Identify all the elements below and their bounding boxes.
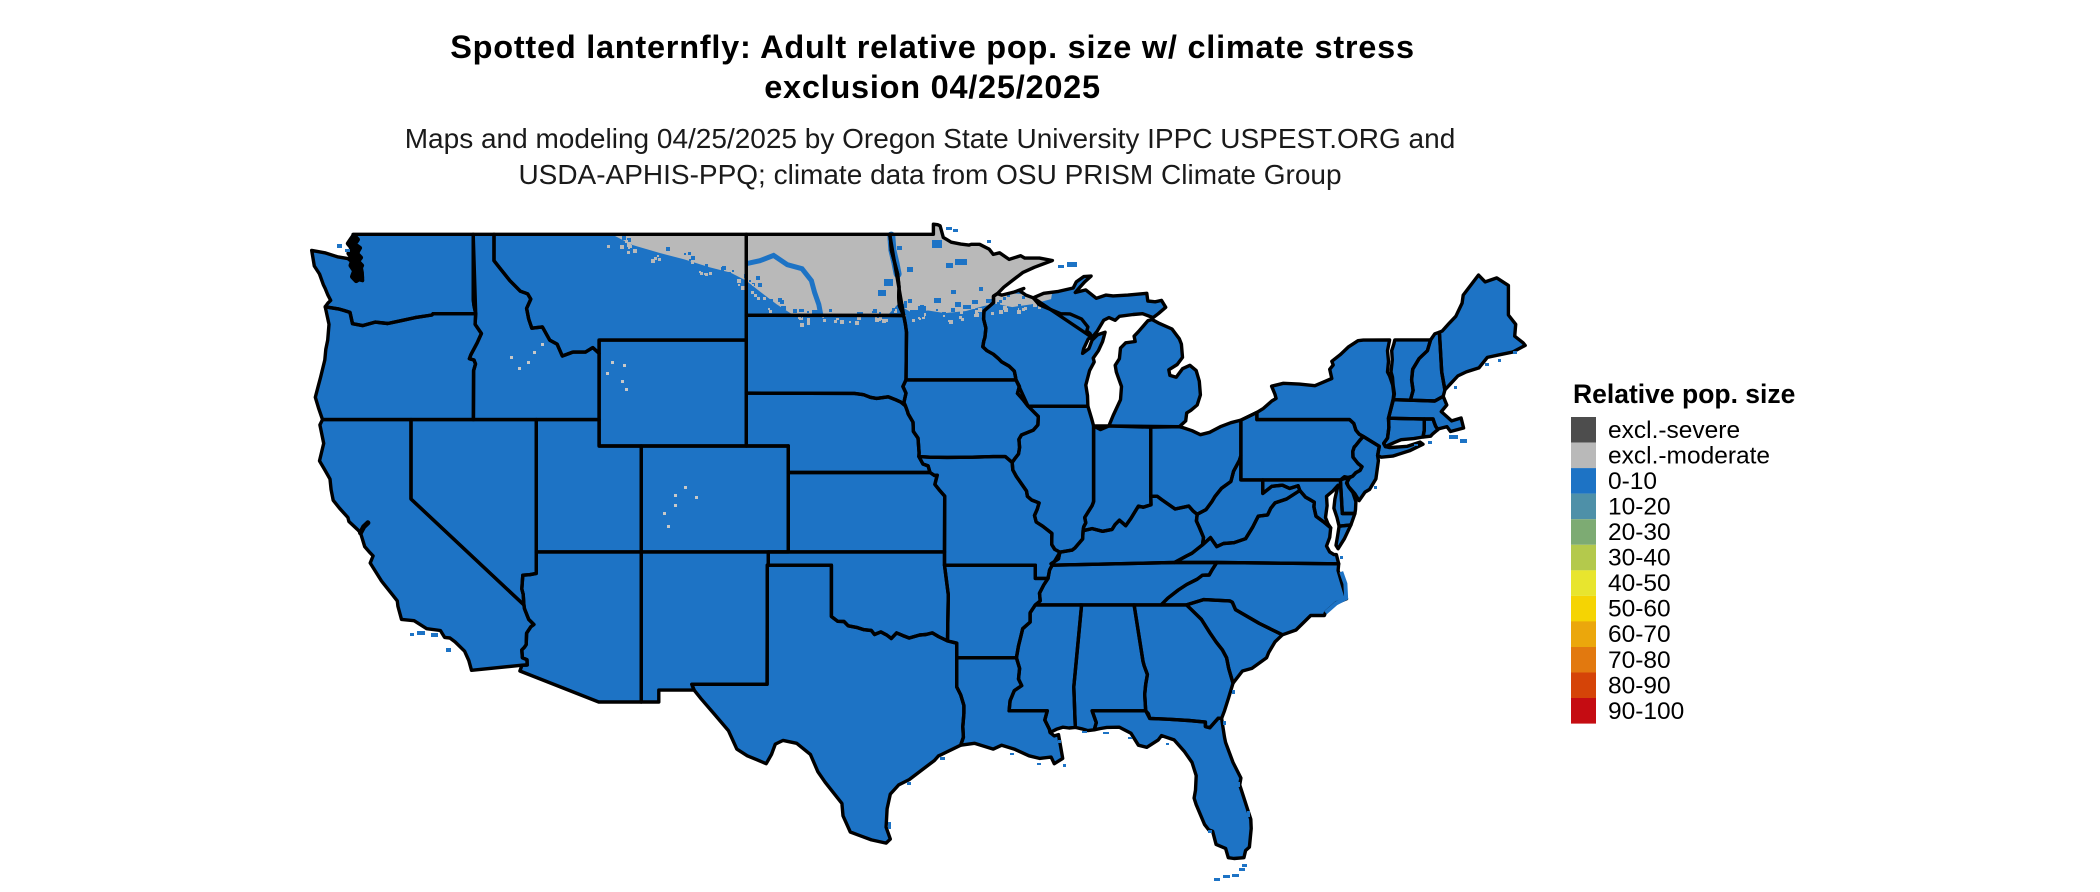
svg-text:Relative pop. size: Relative pop. size	[1573, 379, 1795, 409]
svg-text:excl.-moderate: excl.-moderate	[1608, 442, 1770, 469]
svg-text:40-50: 40-50	[1608, 570, 1671, 597]
svg-text:50-60: 50-60	[1608, 596, 1671, 623]
svg-text:20-30: 20-30	[1608, 519, 1671, 546]
svg-text:excl.-severe: excl.-severe	[1608, 417, 1740, 444]
svg-text:0-10: 0-10	[1608, 468, 1657, 495]
svg-text:70-80: 70-80	[1608, 647, 1671, 674]
svg-text:90-100: 90-100	[1608, 698, 1684, 725]
svg-text:60-70: 60-70	[1608, 621, 1671, 648]
svg-text:30-40: 30-40	[1608, 545, 1671, 572]
svg-text:10-20: 10-20	[1608, 493, 1671, 520]
svg-text:80-90: 80-90	[1608, 672, 1671, 699]
